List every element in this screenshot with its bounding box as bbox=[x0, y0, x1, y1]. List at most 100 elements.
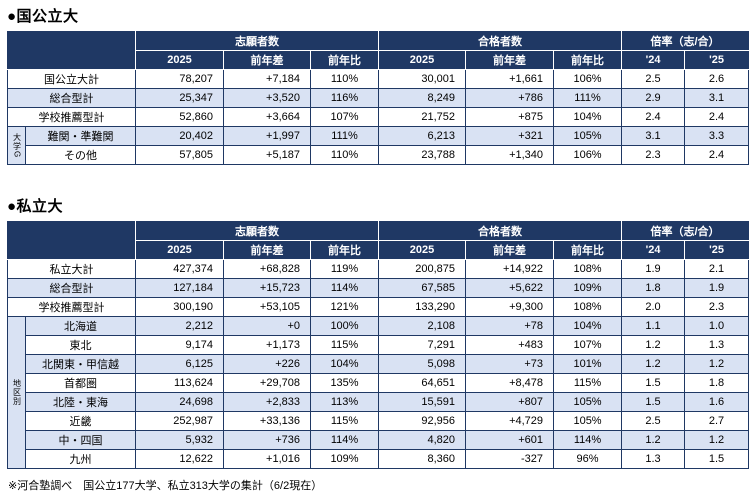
accepted-yoy-ratio-cell: 104% bbox=[553, 316, 623, 336]
table-header: 志願者数 合格者数 倍率（志/合） 2025 前年差 前年比 2025 前年差 … bbox=[7, 221, 750, 260]
accepted-yoy-diff-cell: +73 bbox=[465, 354, 555, 374]
accepted-yoy-diff-cell: +9,300 bbox=[465, 297, 555, 317]
ratio-24-cell: 2.5 bbox=[621, 69, 686, 89]
accepted-2025-cell: 23,788 bbox=[378, 145, 467, 165]
table-row: 東北 9,174 +1,173 115% 7,291 +483 107% 1.2 1.3 bbox=[8, 335, 750, 355]
accepted-2025-header: 2025 bbox=[378, 50, 467, 70]
national-public-table: 志願者数 合格者数 倍率（志/合） 2025 前年差 前年比 2025 前年差 … bbox=[7, 31, 750, 165]
ratio-24-cell: 1.5 bbox=[621, 373, 686, 393]
ratio-25-cell: 1.9 bbox=[684, 278, 750, 298]
ratio-25-cell: 1.3 bbox=[684, 335, 750, 355]
table-row: 地区別 北海道 2,212 +0 100% 2,108 +78 104% 1.1 1.0 bbox=[7, 316, 750, 469]
applicants-yoy-ratio-cell: 107% bbox=[309, 107, 380, 127]
accepted-2025-cell: 6,213 bbox=[378, 126, 467, 146]
applicants-yoy-diff-cell: +3,520 bbox=[223, 88, 311, 108]
accepted-yoy-ratio-cell: 108% bbox=[553, 297, 623, 317]
applicants-yoy-ratio-cell: 110% bbox=[309, 69, 380, 89]
accepted-yoy-diff-header: 前年差 bbox=[465, 240, 555, 260]
accepted-yoy-diff-cell: +14,922 bbox=[465, 259, 555, 279]
header-group-row: 志願者数 合格者数 倍率（志/合） bbox=[7, 31, 750, 70]
applicants-yoy-ratio-cell: 114% bbox=[309, 430, 380, 450]
applicants-yoy-ratio-cell: 100% bbox=[309, 316, 380, 336]
table-row: 首都圏 113,624 +29,708 135% 64,651 +8,478 115% 1.5… bbox=[8, 373, 750, 393]
accepted-yoy-diff-cell: -327 bbox=[465, 449, 555, 469]
ratio-25-cell: 3.1 bbox=[684, 88, 750, 108]
accepted-2025-cell: 67,585 bbox=[378, 278, 467, 298]
ratio-25-header: '25 bbox=[684, 50, 750, 70]
accepted-yoy-diff-cell: +601 bbox=[465, 430, 555, 450]
accepted-yoy-diff-cell: +1,340 bbox=[465, 145, 555, 165]
accepted-2025-cell: 200,875 bbox=[378, 259, 467, 279]
accepted-2025-cell: 2,108 bbox=[378, 316, 467, 336]
accepted-yoy-ratio-cell: 105% bbox=[553, 392, 623, 412]
ratio-header: 倍率（志/合） bbox=[621, 31, 750, 51]
accepted-yoy-ratio-cell: 101% bbox=[553, 354, 623, 374]
applicants-2025-cell: 113,624 bbox=[135, 373, 224, 393]
row-label: 九州 bbox=[25, 449, 136, 469]
accepted-2025-cell: 64,651 bbox=[378, 373, 467, 393]
ratio-24-cell: 1.8 bbox=[621, 278, 686, 298]
private-table: 志願者数 合格者数 倍率（志/合） 2025 前年差 前年比 2025 前年差 … bbox=[7, 221, 750, 469]
row-group-label: 大学G bbox=[7, 126, 26, 165]
accepted-2025-cell: 21,752 bbox=[378, 107, 467, 127]
accepted-yoy-ratio-cell: 114% bbox=[553, 430, 623, 450]
row-label: 北陸・東海 bbox=[25, 392, 136, 412]
private-table-body: 私立大計 427,374 +68,828 119% 200,875 +14,922 108%… bbox=[7, 259, 750, 469]
accepted-2025-cell: 92,956 bbox=[378, 411, 467, 431]
applicants-yoy-diff-cell: +1,997 bbox=[223, 126, 311, 146]
footnote: ※河合塾調べ 国公立177大学、私立313大学の集計（6/2現在） bbox=[8, 480, 323, 492]
applicants-2025-cell: 252,987 bbox=[135, 411, 224, 431]
row-label: 北海道 bbox=[25, 316, 136, 336]
ratio-header: 倍率（志/合） bbox=[621, 221, 750, 241]
ratio-24-header: '24 bbox=[621, 50, 686, 70]
row-label: 学校推薦型計 bbox=[7, 107, 136, 127]
row-label: 東北 bbox=[25, 335, 136, 355]
table-row: 近畿 252,987 +33,136 115% 92,956 +4,729 105% 2.5 2… bbox=[8, 411, 750, 431]
applicants-yoy-ratio-cell: 115% bbox=[309, 335, 380, 355]
ratio-24-cell: 2.4 bbox=[621, 107, 686, 127]
applicants-2025-header: 2025 bbox=[135, 50, 224, 70]
applicants-yoy-ratio-cell: 111% bbox=[309, 126, 380, 146]
applicants-2025-cell: 9,174 bbox=[135, 335, 224, 355]
ratio-25-cell: 1.8 bbox=[684, 373, 750, 393]
table-header: 志願者数 合格者数 倍率（志/合） 2025 前年差 前年比 2025 前年差 … bbox=[7, 31, 750, 70]
row-label: 北関東・甲信越 bbox=[25, 354, 136, 374]
accepted-2025-cell: 30,001 bbox=[378, 69, 467, 89]
applicants-yoy-ratio-cell: 115% bbox=[309, 411, 380, 431]
accepted-yoy-diff-cell: +786 bbox=[465, 88, 555, 108]
applicants-yoy-diff-cell: +3,664 bbox=[223, 107, 311, 127]
applicants-yoy-ratio-cell: 116% bbox=[309, 88, 380, 108]
accepted-yoy-ratio-header: 前年比 bbox=[553, 240, 623, 260]
applicants-yoy-diff-header: 前年差 bbox=[223, 50, 311, 70]
row-label: 私立大計 bbox=[7, 259, 136, 279]
applicants-yoy-diff-cell: +33,136 bbox=[223, 411, 311, 431]
ratio-25-cell: 1.5 bbox=[684, 449, 750, 469]
accepted-yoy-ratio-cell: 108% bbox=[553, 259, 623, 279]
accepted-yoy-ratio-header: 前年比 bbox=[553, 50, 623, 70]
applicants-yoy-ratio-cell: 109% bbox=[309, 449, 380, 469]
applicants-yoy-diff-cell: +29,708 bbox=[223, 373, 311, 393]
table-row: その他 57,805 +5,187 110% 23,788 +1,340 106% 2.3 2.… bbox=[8, 145, 750, 165]
table-row: 私立大計 427,374 +68,828 119% 200,875 +14,922 108%… bbox=[7, 259, 750, 279]
ratio-25-cell: 2.4 bbox=[684, 107, 750, 127]
accepted-yoy-diff-header: 前年差 bbox=[465, 50, 555, 70]
ratio-25-cell: 1.0 bbox=[684, 316, 750, 336]
applicants-yoy-diff-cell: +0 bbox=[223, 316, 311, 336]
ratio-25-cell: 3.3 bbox=[684, 126, 750, 146]
accepted-yoy-ratio-cell: 106% bbox=[553, 145, 623, 165]
accepted-2025-cell: 5,098 bbox=[378, 354, 467, 374]
applicants-yoy-ratio-cell: 104% bbox=[309, 354, 380, 374]
table-row: 総合型計 25,347 +3,520 116% 8,249 +786 111% 2.9 3.1 bbox=[7, 88, 750, 108]
section-title-national-public: ●国公立大 bbox=[7, 8, 79, 25]
accepted-yoy-diff-cell: +78 bbox=[465, 316, 555, 336]
row-label: その他 bbox=[25, 145, 136, 165]
table-row: 学校推薦型計 300,190 +53,105 121% 133,290 +9,300 108… bbox=[7, 297, 750, 317]
row-group-label: 地区別 bbox=[7, 316, 26, 469]
accepted-2025-cell: 8,249 bbox=[378, 88, 467, 108]
applicants-2025-cell: 78,207 bbox=[135, 69, 224, 89]
applicants-yoy-diff-header: 前年差 bbox=[223, 240, 311, 260]
ratio-24-cell: 3.1 bbox=[621, 126, 686, 146]
applicants-2025-cell: 57,805 bbox=[135, 145, 224, 165]
applicants-2025-cell: 12,622 bbox=[135, 449, 224, 469]
